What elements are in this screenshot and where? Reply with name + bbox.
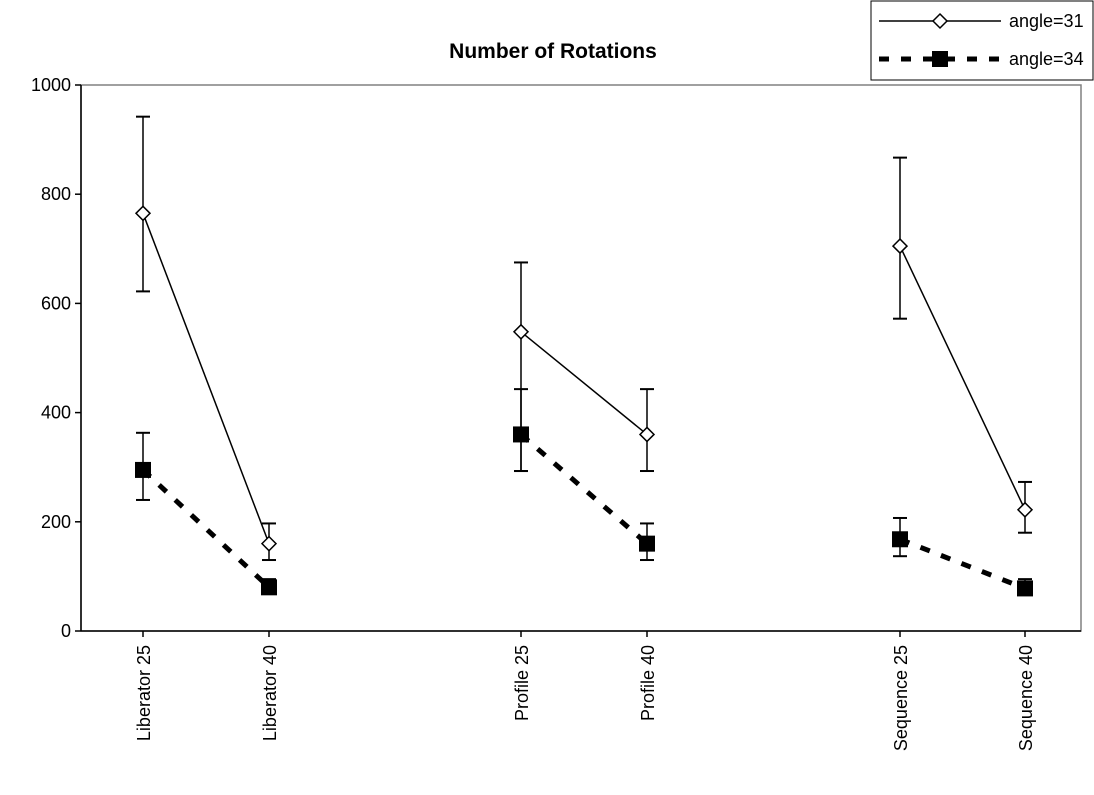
y-tick-label: 400 xyxy=(41,403,71,423)
series-line-segment xyxy=(519,432,649,546)
data-point-diamond xyxy=(512,323,530,340)
y-tick-label: 800 xyxy=(41,184,71,204)
x-tick-label: Liberator 25 xyxy=(134,645,154,741)
data-point-diamond xyxy=(891,238,909,255)
series-line-segment xyxy=(142,213,270,544)
series-line-segment xyxy=(899,245,1026,511)
legend: angle=31 angle=34 xyxy=(870,0,1094,81)
axes: 0 200 400 600 800 1000 Liberator 25 Liberator 4… xyxy=(31,75,1081,751)
series-line-segment xyxy=(899,536,1026,591)
series-2 xyxy=(135,388,1033,597)
data-marks xyxy=(134,115,1034,597)
chart-title: Number of Rotations xyxy=(449,40,657,63)
y-tick-label: 200 xyxy=(41,512,71,532)
x-tick-label: Sequence 40 xyxy=(1016,645,1036,751)
data-point-diamond xyxy=(638,426,656,443)
x-tick-label: Profile 40 xyxy=(638,645,658,721)
legend-box xyxy=(870,0,1094,81)
data-point-square xyxy=(261,579,277,596)
y-tick-label: 600 xyxy=(41,293,71,313)
data-point-diamond xyxy=(931,12,949,30)
y-tick-label: 1000 xyxy=(31,75,71,95)
series-line-segment xyxy=(520,331,648,436)
legend-label: angle=34 xyxy=(1009,49,1084,69)
data-point-diamond xyxy=(134,205,152,222)
data-point-diamond xyxy=(260,535,278,552)
y-tick-label: 0 xyxy=(61,621,71,641)
data-point-square xyxy=(135,461,151,478)
data-point-square xyxy=(892,531,908,548)
data-point-square xyxy=(932,51,948,67)
data-point-square xyxy=(513,426,529,443)
series-line-segment xyxy=(141,468,271,590)
x-tick-label: Liberator 40 xyxy=(260,645,280,741)
data-point-square xyxy=(639,535,655,552)
x-tick-label: Profile 25 xyxy=(512,645,532,721)
legend-label: angle=31 xyxy=(1009,11,1084,31)
x-tick-label: Sequence 25 xyxy=(891,645,911,751)
series-1 xyxy=(134,115,1034,562)
data-point-diamond xyxy=(1016,501,1034,518)
data-point-square xyxy=(1017,580,1033,597)
